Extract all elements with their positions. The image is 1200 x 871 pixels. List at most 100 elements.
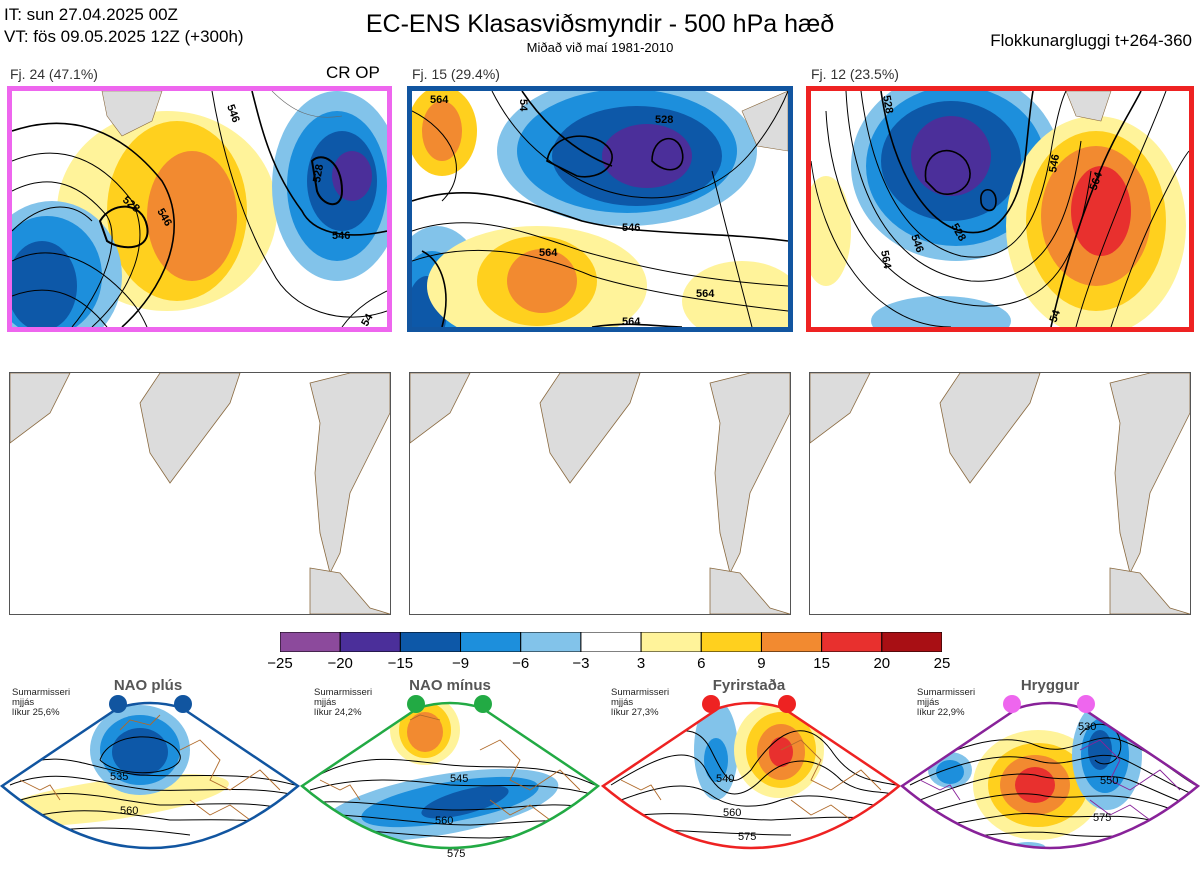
colorbar-tick-label: −20: [327, 655, 353, 672]
contour-label: 540: [716, 773, 734, 785]
regime-note-line: mjjás: [314, 697, 337, 708]
colorbar-tick-label: 6: [697, 655, 706, 672]
colorbar-bin: [339, 631, 401, 653]
colorbar-bin: [520, 631, 582, 653]
regime-note: Sumarmisseri mjjás líkur 22,9%: [917, 688, 975, 718]
contour-label: 545: [450, 773, 468, 785]
contour-label: 564: [696, 288, 715, 300]
contour-label: 564: [622, 316, 641, 327]
colorbar-bin: [279, 631, 341, 653]
header-info: IT: sun 27.04.2025 00Z VT: fös 09.05.202…: [4, 4, 244, 48]
panel-3-label: Fj. 12 (23.5%): [811, 66, 899, 82]
contour-label: 575: [447, 848, 465, 860]
regime-note-line: líkur 25,6%: [12, 707, 60, 718]
contour-label: 560: [435, 815, 453, 827]
colorbar-tick-label: −6: [512, 655, 530, 672]
regime-note-line: mjjás: [917, 697, 940, 708]
contour-label: 528: [311, 163, 326, 183]
colorbar-bin: [700, 631, 762, 653]
colorbar-bin: [580, 631, 642, 653]
contour-label: 54: [517, 99, 529, 112]
regime-row: Sumarmisseri mjjás líkur 25,6% NAO plús: [0, 676, 1200, 871]
page-title: EC-ENS Klasasviðsmyndir - 500 hPa hæð: [365, 10, 835, 38]
contour-label: 530: [1078, 721, 1096, 733]
regime-map-2: 545 560 575: [300, 695, 600, 860]
regime-note-line: líkur 27,3%: [611, 707, 659, 718]
colorbar: [279, 631, 943, 653]
contour-label: 546: [332, 230, 350, 242]
colorbar-tick-label: −25: [267, 655, 293, 672]
contour-label: 546: [224, 103, 242, 124]
contour-label: 550: [1100, 775, 1118, 787]
regime-note-line: Sumarmisseri: [12, 687, 71, 698]
regime-nao-minus: Sumarmisseri mjjás líkur 24,2% NAO mínus: [300, 676, 600, 871]
initial-time: IT: sun 27.04.2025 00Z: [4, 5, 178, 24]
cluster-map-2: 564 54 528 546 564 564 564: [407, 86, 793, 332]
contour-label: 546: [622, 222, 640, 234]
regime-blocking: Sumarmisseri mjjás líkur 27,3% Fyrirstað…: [601, 676, 901, 871]
colorbar-svg: [279, 631, 943, 653]
contour-label: 528: [655, 114, 673, 126]
colorbar-bin: [640, 631, 702, 653]
colorbar-tick-label: 3: [636, 655, 646, 672]
regime-note-line: Sumarmisseri: [611, 687, 670, 698]
valid-time: VT: fös 09.05.2025 12Z (+300h): [4, 27, 244, 46]
regime-map-3: 540 560 575: [601, 695, 901, 850]
regime-note-line: mjjás: [12, 697, 35, 708]
contour-label: 575: [738, 831, 756, 843]
cluster-map-1: 546 528 546 528 546 54: [7, 86, 392, 332]
colorbar-tick-label: 25: [933, 655, 951, 672]
colorbar-tick-label: −15: [387, 655, 414, 672]
regime-note-line: mjjás: [611, 697, 634, 708]
regime-title: Hryggur: [1020, 677, 1080, 694]
empty-map-1-land: [10, 373, 390, 614]
regime-note-line: líkur 24,2%: [314, 707, 362, 718]
colorbar-tick-label: −9: [451, 655, 470, 672]
empty-map-2-land: [410, 373, 790, 614]
colorbar-bin: [881, 631, 943, 653]
colorbar-labels: −25 −20 −15 −9 −6 −3 3 6 9 15 20 25: [267, 655, 950, 675]
contour-label: 535: [110, 771, 128, 783]
colorbar-bin: [460, 631, 522, 653]
panel-2-label: Fj. 15 (29.4%): [412, 66, 500, 82]
cluster-map-1-svg: 546 528 546 528 546 54: [12, 91, 387, 327]
empty-map-3: [809, 372, 1191, 615]
colorbar-tick-label: −3: [572, 655, 590, 672]
contour-label: 560: [120, 805, 138, 817]
contour-label: 546: [1047, 153, 1062, 173]
colorbar-tick-label: 15: [813, 655, 830, 672]
contour-label: 546: [908, 233, 926, 254]
regime-title: NAO plús: [113, 677, 183, 694]
regime-note-line: Sumarmisseri: [917, 687, 976, 698]
regime-map-4: 530 550 575: [900, 695, 1200, 850]
regime-note-line: líkur 22,9%: [917, 707, 965, 718]
contour-label: 564: [539, 247, 558, 259]
regime-note: Sumarmisseri mjjás líkur 25,6%: [12, 688, 70, 718]
regime-ridge: Sumarmisseri mjjás líkur 22,9% Hryggur: [900, 676, 1200, 871]
colorbar-bin: [760, 631, 823, 653]
colorbar-tick-label: 20: [873, 655, 891, 672]
colorbar-bin: [821, 631, 883, 653]
contour-label: 575: [1093, 812, 1111, 824]
regime-note: Sumarmisseri mjjás líkur 24,2%: [314, 688, 372, 718]
empty-map-3-land: [810, 373, 1190, 614]
cluster-map-3: 528 546 528 546 564 564 54: [806, 86, 1194, 332]
empty-map-2: [409, 372, 791, 615]
regime-map-1: 535 560: [0, 695, 300, 850]
empty-map-1: [9, 372, 391, 615]
panel-1-label: Fj. 24 (47.1%): [10, 66, 98, 82]
regime-title: NAO mínus: [409, 677, 491, 694]
contour-label: 528: [880, 94, 895, 114]
page-subtitle: Miðað við maí 1981-2010: [526, 40, 674, 55]
contour-label: 564: [878, 249, 893, 270]
regime-title: Fyrirstaða: [712, 677, 786, 694]
regime-nao-plus: Sumarmisseri mjjás líkur 25,6% NAO plús: [0, 676, 300, 871]
colorbar-bin: [399, 631, 462, 653]
colorbar-tick-label: 9: [757, 655, 766, 672]
regime-note-line: Sumarmisseri: [314, 687, 373, 698]
regime-note: Sumarmisseri mjjás líkur 27,3%: [611, 688, 669, 718]
cluster-map-2-svg: 564 54 528 546 564 564 564: [412, 91, 788, 327]
contour-label: 560: [723, 807, 741, 819]
contour-label: 564: [430, 94, 449, 106]
contour-label: 54: [1048, 308, 1064, 324]
